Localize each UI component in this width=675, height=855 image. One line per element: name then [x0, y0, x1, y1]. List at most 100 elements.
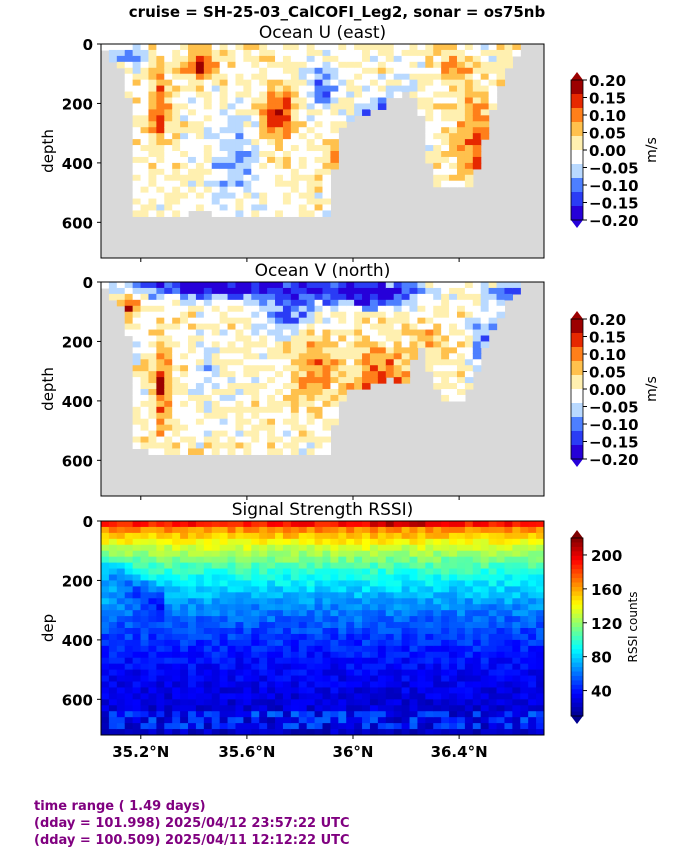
data-cell [140, 329, 150, 337]
data-cell [338, 85, 347, 93]
data-cell [512, 521, 521, 528]
data-cell [275, 323, 284, 331]
data-cell [488, 44, 498, 51]
data-cell [180, 663, 189, 671]
data-cell [306, 299, 316, 307]
data-cell [156, 329, 165, 337]
data-cell [433, 156, 442, 164]
data-cell [267, 705, 276, 712]
data-cell [235, 418, 244, 426]
data-cell [259, 705, 268, 712]
data-cell [195, 717, 205, 724]
data-cell [148, 604, 157, 611]
data-cell [401, 556, 411, 564]
data-cell [211, 55, 221, 63]
data-cell [338, 287, 347, 295]
data-cell [251, 556, 260, 564]
data-cell [132, 693, 142, 700]
data-cell [132, 103, 142, 110]
data-cell [116, 592, 126, 599]
data-cell [188, 568, 197, 576]
data-cell [504, 287, 513, 295]
data-cell [267, 347, 276, 354]
data-cell [211, 156, 221, 164]
data-cell [156, 317, 165, 325]
data-cell [211, 192, 221, 200]
data-cell [464, 717, 474, 724]
data-cell [346, 568, 355, 576]
data-cell [464, 151, 474, 158]
data-cell [282, 418, 292, 426]
data-cell [330, 394, 339, 402]
data-cell [464, 377, 474, 384]
data-cell [124, 687, 134, 694]
data-cell [267, 121, 276, 128]
data-cell [433, 323, 442, 331]
colorbar-segment [571, 178, 583, 193]
data-cell [464, 532, 474, 540]
data-cell [227, 663, 237, 671]
data-cell [235, 73, 244, 81]
data-cell [148, 91, 157, 99]
data-cell [195, 139, 205, 146]
data-cell [433, 55, 442, 63]
data-cell [346, 645, 355, 653]
data-cell [306, 448, 316, 455]
data-cell [504, 61, 513, 69]
data-cell [140, 174, 150, 182]
data-cell [338, 699, 347, 706]
data-cell [409, 329, 419, 337]
data-cell [504, 633, 513, 641]
data-cell [306, 705, 316, 712]
data-cell [377, 574, 387, 582]
data-cell [322, 645, 332, 653]
data-cell [369, 663, 379, 671]
data-cell [203, 693, 213, 700]
data-cell [275, 633, 284, 641]
data-cell [464, 628, 474, 635]
data-cell [409, 538, 419, 546]
data-cell [108, 293, 118, 301]
data-cell [227, 371, 237, 378]
data-cell [362, 610, 371, 617]
data-cell [322, 580, 332, 587]
data-cell [219, 67, 229, 75]
data-cell [464, 616, 474, 623]
data-cell [488, 85, 498, 93]
data-cell [172, 693, 181, 700]
data-cell [488, 91, 498, 99]
data-cell [188, 675, 197, 683]
data-cell [480, 317, 490, 325]
data-cell [338, 574, 347, 582]
data-cell [203, 556, 213, 564]
data-cell [156, 365, 165, 372]
data-cell [298, 61, 308, 69]
data-cell [148, 633, 157, 641]
data-cell [346, 639, 355, 647]
data-cell [314, 521, 324, 528]
data-cell [504, 651, 513, 659]
data-cell [449, 365, 458, 372]
data-cell [251, 526, 260, 534]
data-cell [456, 73, 466, 81]
data-cell [180, 442, 189, 450]
data-cell [188, 526, 197, 534]
data-cell [156, 394, 165, 402]
data-cell [290, 568, 300, 576]
data-cell [140, 311, 150, 319]
data-cell [401, 604, 411, 611]
data-cell [385, 91, 395, 99]
data-cell [132, 669, 142, 677]
data-cell [496, 675, 506, 683]
data-cell [409, 717, 419, 724]
data-cell [243, 329, 252, 337]
data-cell [101, 610, 110, 617]
data-cell [496, 669, 506, 677]
data-cell [251, 311, 260, 319]
data-cell [464, 85, 474, 93]
data-cell [480, 287, 490, 295]
data-cell [108, 628, 118, 635]
data-cell [275, 127, 284, 134]
data-cell [322, 79, 332, 87]
data-cell [172, 305, 181, 313]
